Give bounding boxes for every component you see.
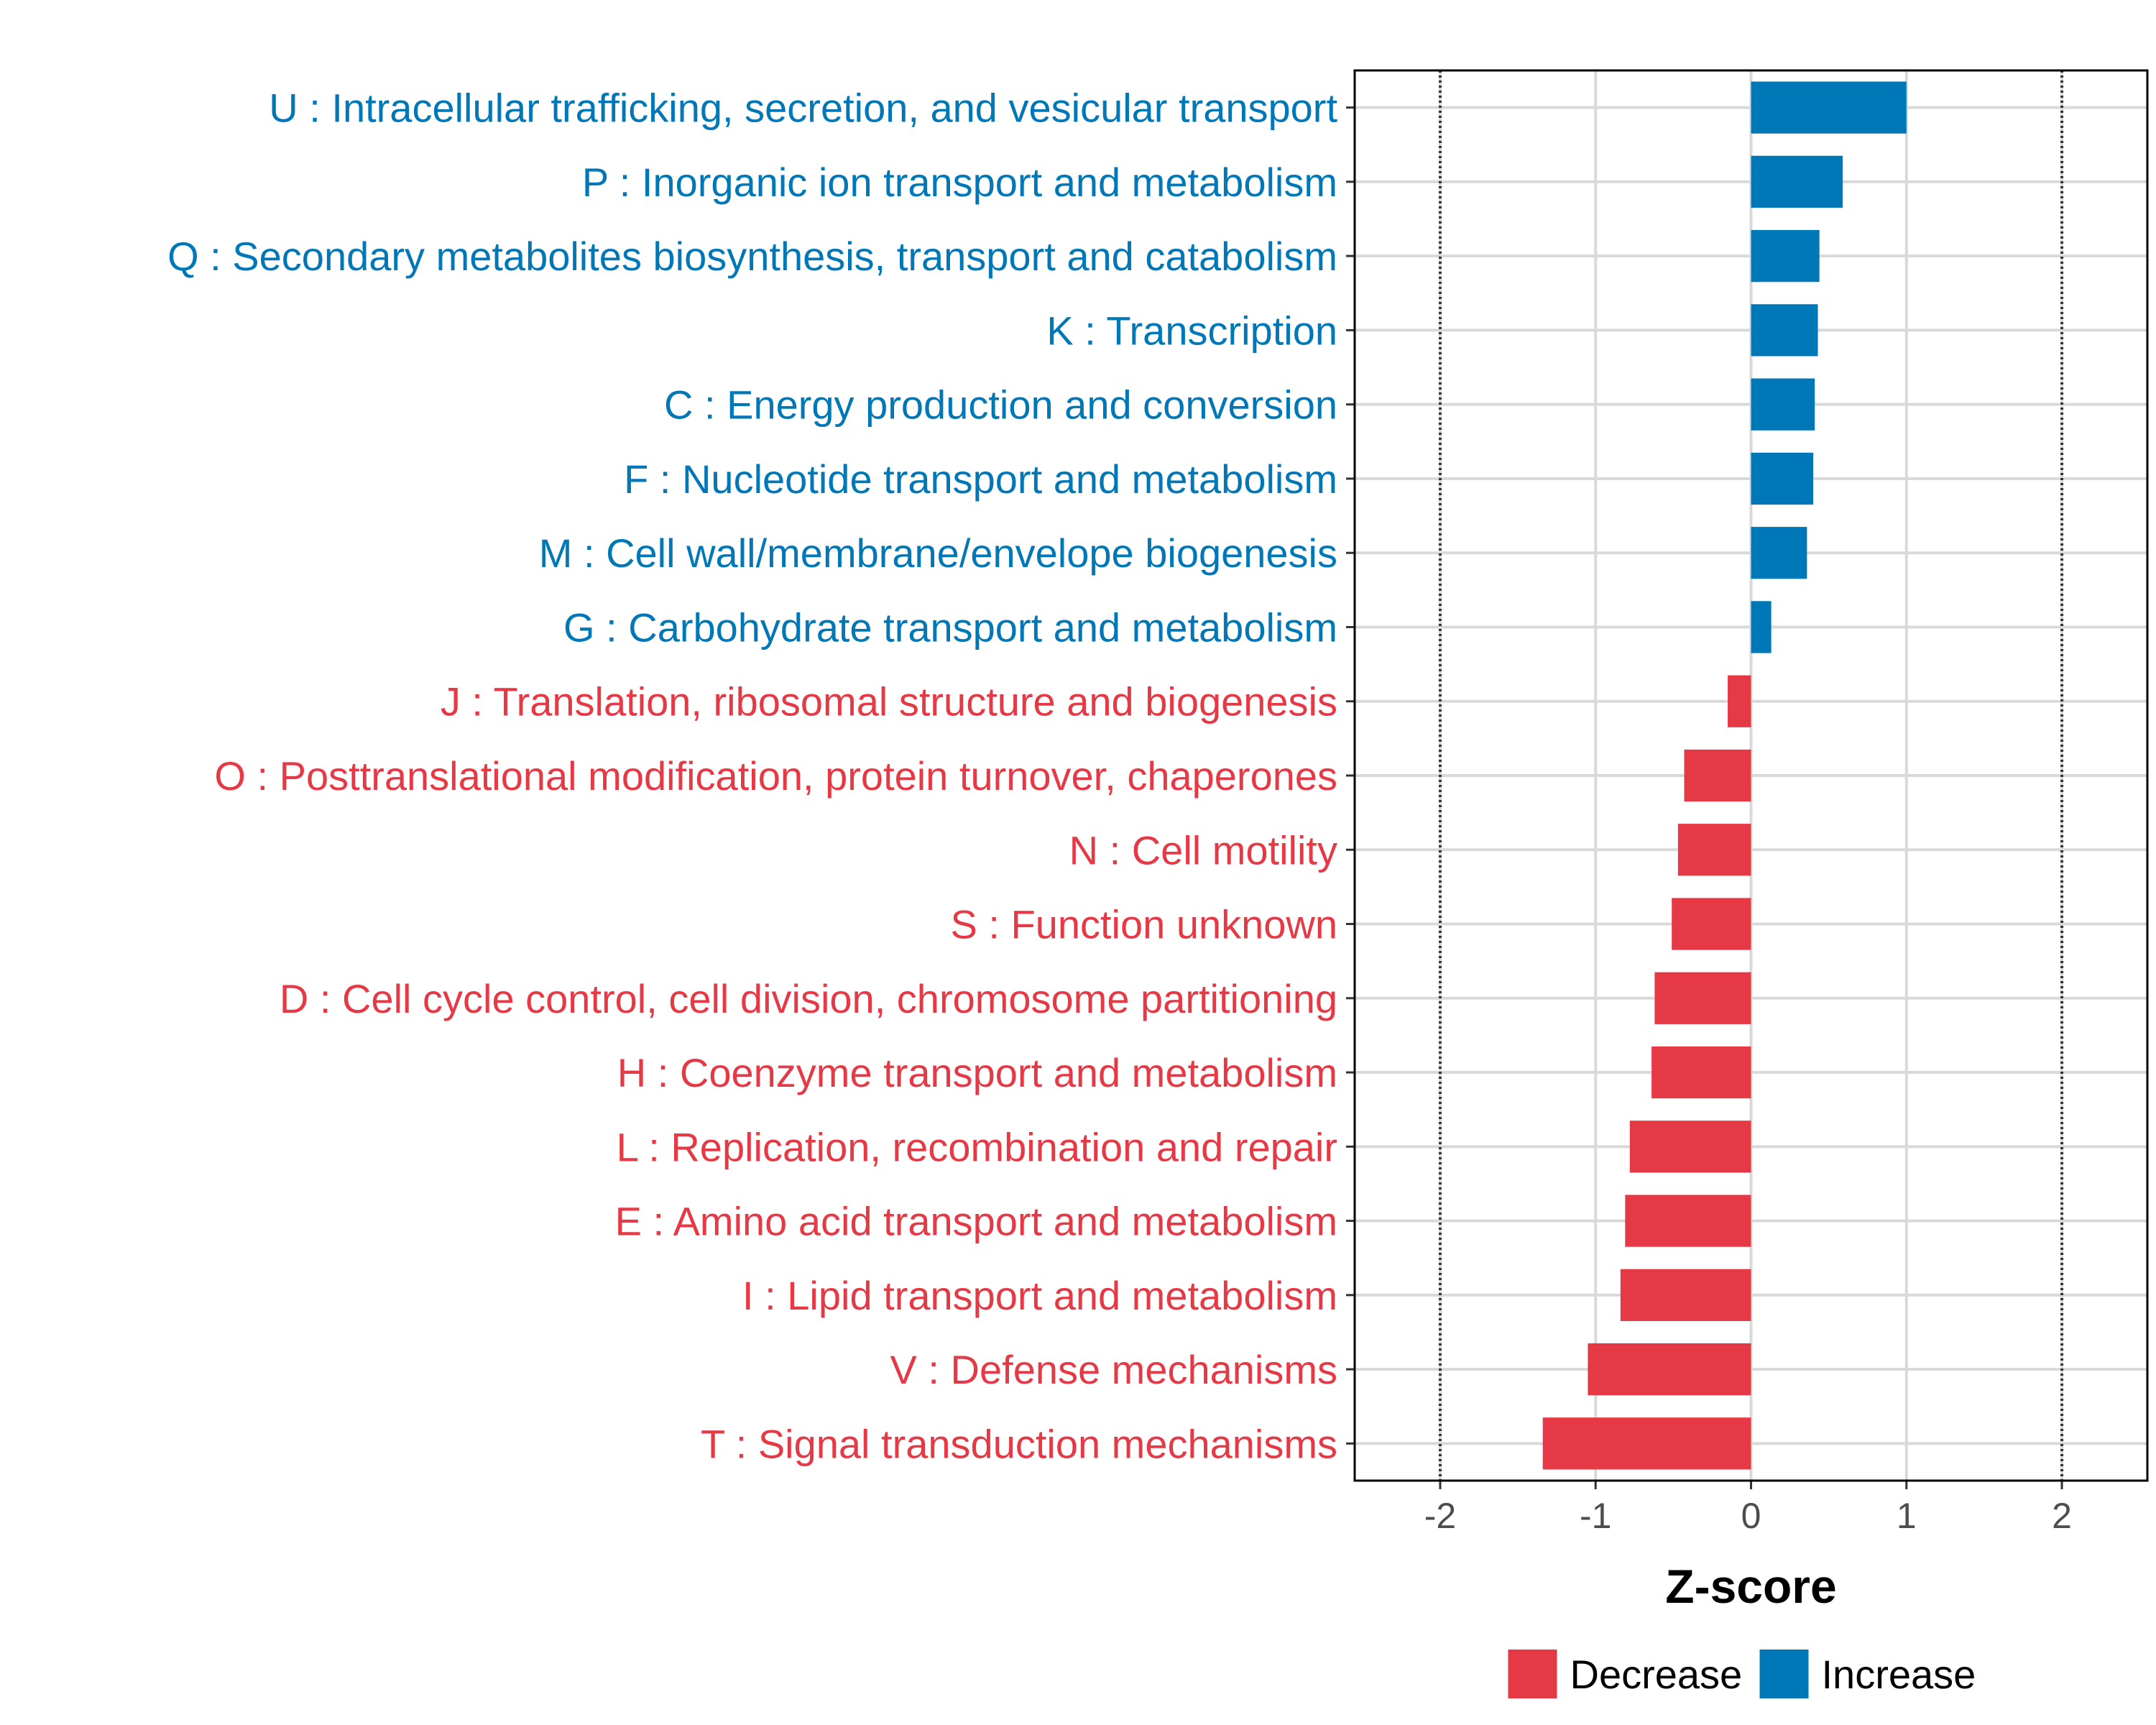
category-label: U : Intracellular trafficking, secretion… (269, 86, 1337, 131)
bar (1751, 378, 1815, 431)
x-tick-label: -2 (1424, 1496, 1456, 1536)
category-label: J : Translation, ribosomal structure and… (441, 679, 1337, 724)
legend-swatch (1508, 1650, 1557, 1698)
category-label: T : Signal transduction mechanisms (701, 1421, 1337, 1466)
bar (1677, 824, 1751, 876)
category-label: H : Coenzyme transport and metabolism (617, 1050, 1337, 1095)
x-tick-label: -1 (1580, 1496, 1611, 1536)
category-label: Q : Secondary metabolites biosynthesis, … (167, 234, 1337, 279)
category-label: L : Replication, recombination and repai… (617, 1124, 1337, 1169)
x-tick-label: 2 (2052, 1496, 2072, 1536)
legend: Decrease Increase (1508, 1650, 1976, 1698)
bar (1751, 304, 1818, 356)
bar (1629, 1121, 1751, 1173)
legend-label: Decrease (1570, 1652, 1743, 1697)
bars (1542, 81, 1907, 1470)
bar (1654, 972, 1751, 1024)
legend-swatch (1759, 1650, 1809, 1698)
bar (1751, 452, 1814, 505)
bar (1751, 601, 1772, 653)
category-label: D : Cell cycle control, cell division, c… (280, 976, 1337, 1021)
category-label: V : Defense mechanisms (890, 1347, 1337, 1392)
category-label: P : Inorganic ion transport and metaboli… (582, 160, 1337, 205)
bar (1625, 1195, 1751, 1247)
bar (1728, 675, 1751, 727)
bar (1542, 1417, 1751, 1470)
category-labels: U : Intracellular trafficking, secretion… (167, 86, 1337, 1467)
bar (1684, 749, 1751, 802)
bar (1751, 155, 1843, 208)
x-tick-label: 0 (1741, 1496, 1761, 1536)
bar (1672, 898, 1751, 950)
legend-label: Increase (1822, 1652, 1976, 1697)
category-label: O : Posttranslational modification, prot… (214, 753, 1337, 799)
category-label: I : Lipid transport and metabolism (742, 1273, 1337, 1318)
category-label: K : Transcription (1046, 308, 1337, 353)
x-axis-title: Z-score (1665, 1560, 1836, 1613)
x-tick-label: 1 (1897, 1496, 1917, 1536)
bar (1651, 1046, 1751, 1099)
category-label: E : Amino acid transport and metabolism (615, 1199, 1337, 1244)
category-label: N : Cell motility (1069, 827, 1337, 873)
bar (1751, 230, 1820, 282)
bar (1751, 81, 1907, 134)
bar (1751, 527, 1807, 579)
x-axis: -2 -1 0 1 2 (1346, 106, 2072, 1536)
category-label: C : Energy production and conversion (664, 382, 1337, 428)
plot-panel-border (1353, 69, 2149, 1482)
category-label: G : Carbohydrate transport and metabolis… (563, 604, 1337, 650)
category-label: F : Nucleotide transport and metabolism (624, 456, 1337, 502)
category-label: S : Function unknown (950, 902, 1337, 947)
bar (1588, 1343, 1751, 1396)
bar (1620, 1269, 1751, 1321)
category-label: M : Cell wall/membrane/envelope biogenes… (539, 530, 1337, 576)
